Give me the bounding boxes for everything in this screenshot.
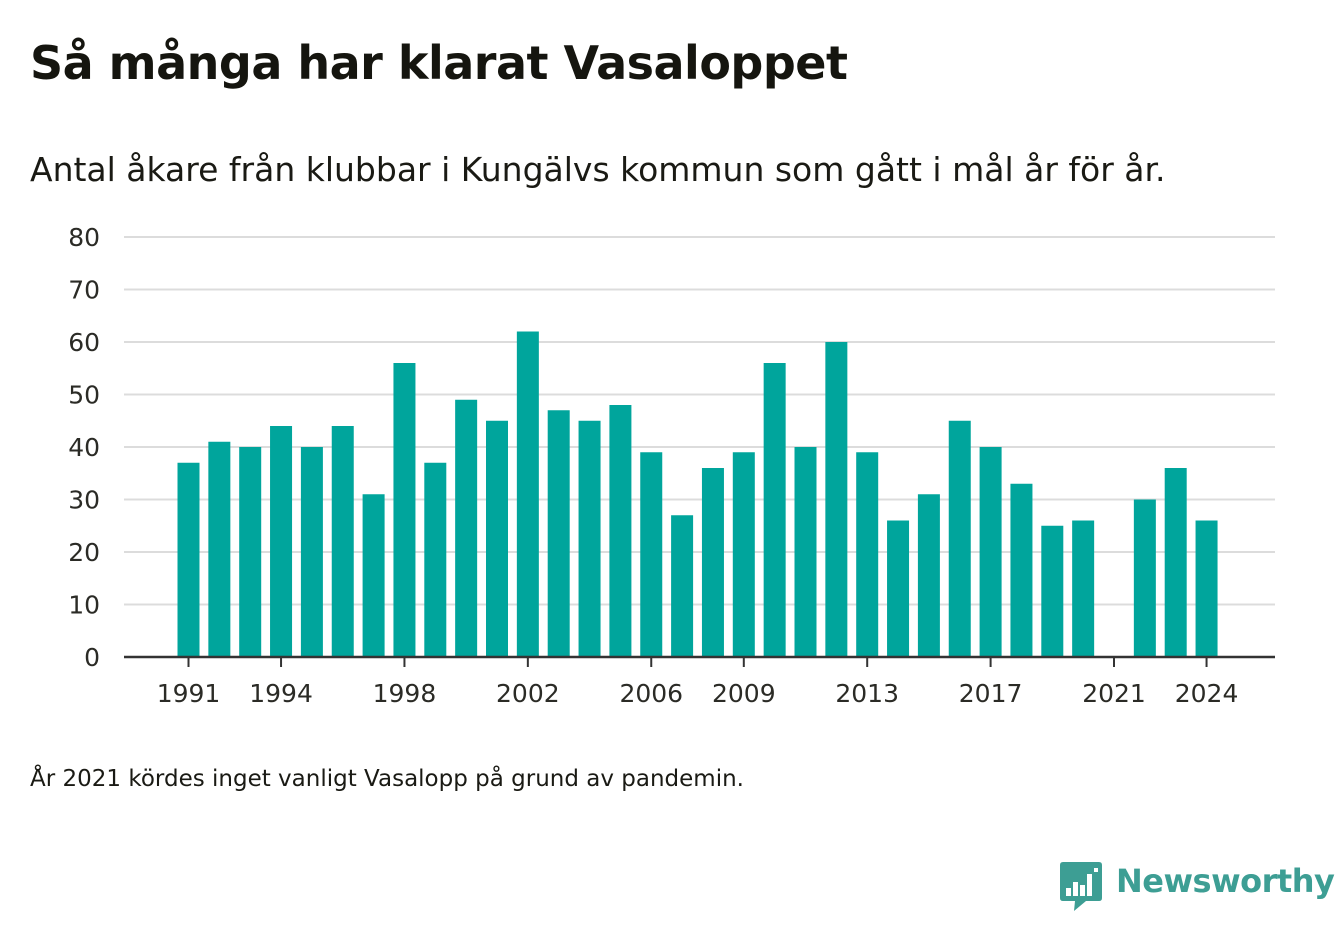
- bar-2015: [917, 494, 940, 657]
- y-tick-label-10: 10: [68, 591, 100, 620]
- x-tick-label-2024: 2024: [1175, 679, 1239, 708]
- bar-2009: [732, 452, 755, 657]
- bar-2007: [671, 515, 694, 657]
- y-tick-label-60: 60: [68, 328, 100, 357]
- y-tick-label-0: 0: [84, 643, 100, 672]
- chart-subtitle: Antal åkare från klubbar i Kungälvs komm…: [30, 150, 1166, 189]
- y-tick-label-20: 20: [68, 538, 100, 567]
- newsworthy-logo-icon: [1060, 862, 1102, 911]
- x-tick-label-1991: 1991: [157, 679, 221, 708]
- bar-2012: [825, 342, 848, 657]
- bar-1997: [362, 494, 385, 657]
- bar-2022: [1133, 499, 1156, 657]
- bar-2001: [486, 420, 508, 657]
- bar-1993: [239, 447, 262, 657]
- bar-chart: 0 10 20 30 40 50 60 70 80 1991 1994 1998 2002 2006 20…: [68, 223, 1275, 708]
- y-tick-label-40: 40: [68, 433, 100, 462]
- bar-2011: [794, 447, 817, 657]
- brand-name: Newsworthy: [1116, 862, 1335, 900]
- bar-2020: [1072, 520, 1095, 657]
- bar-1992: [208, 441, 231, 657]
- bar-2017: [979, 447, 1002, 657]
- y-axis-labels: 0 10 20 30 40 50 60 70 80: [68, 223, 100, 672]
- x-tick-label-2013: 2013: [835, 679, 899, 708]
- x-tick-label-1998: 1998: [373, 679, 437, 708]
- y-tick-label-80: 80: [68, 223, 100, 252]
- bar-2010: [763, 363, 786, 657]
- x-tick-label-2021: 2021: [1082, 679, 1146, 708]
- x-tick-label-2017: 2017: [959, 679, 1023, 708]
- bar-2019: [1041, 525, 1064, 657]
- x-tick-label-1994: 1994: [249, 679, 313, 708]
- brand-logo: Newsworthy: [1060, 860, 1335, 912]
- chart-footnote: År 2021 kördes inget vanligt Vasalopp på…: [30, 766, 744, 792]
- bar-2000: [455, 399, 478, 657]
- bar-2013: [856, 452, 879, 657]
- y-tick-label-50: 50: [68, 381, 100, 410]
- y-tick-label-70: 70: [68, 276, 100, 305]
- x-tick-label-2002: 2002: [496, 679, 560, 708]
- bar-2008: [701, 468, 724, 657]
- bar-2004: [578, 420, 601, 657]
- x-tick-label-2006: 2006: [619, 679, 683, 708]
- bar-2024: [1195, 520, 1218, 657]
- gridlines: [124, 236, 1275, 606]
- bar-1999: [424, 462, 447, 657]
- bars: [177, 331, 1218, 657]
- chart-title: Så många har klarat Vasaloppet: [30, 36, 848, 90]
- bar-2014: [887, 520, 910, 657]
- bar-2003: [547, 410, 570, 657]
- x-axis-ticks: 1991 1994 1998 2002 2006 2009 2013 2017 2021 2024: [157, 657, 1239, 708]
- bar-1996: [331, 426, 354, 657]
- bar-1998: [393, 363, 416, 657]
- bar-2002: [516, 331, 539, 657]
- bar-2005: [609, 405, 632, 657]
- bar-2023: [1164, 468, 1187, 657]
- bar-2018: [1010, 483, 1033, 657]
- y-tick-label-30: 30: [68, 486, 100, 515]
- bar-1991: [177, 462, 200, 657]
- bar-1994: [270, 426, 293, 657]
- bar-2006: [640, 452, 663, 657]
- bar-2016: [948, 420, 971, 657]
- bar-1995: [300, 447, 323, 657]
- x-tick-label-2009: 2009: [712, 679, 776, 708]
